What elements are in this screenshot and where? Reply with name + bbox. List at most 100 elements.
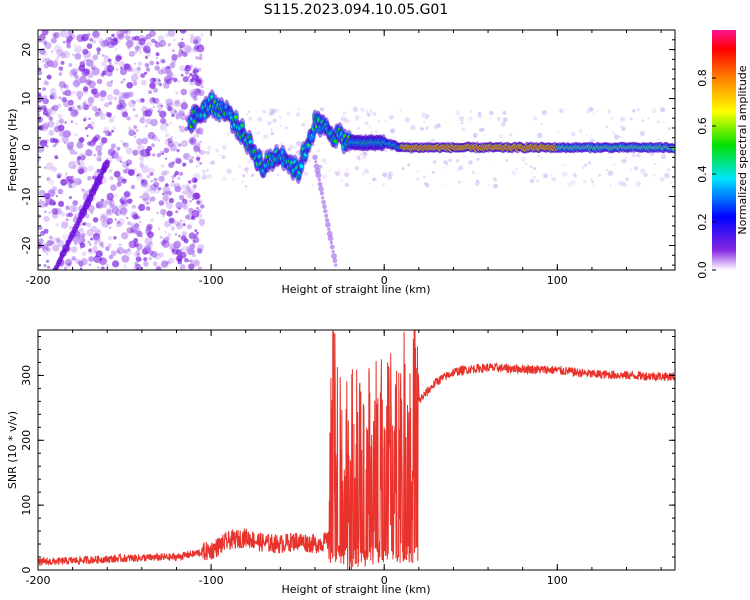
spectrogram-point (105, 208, 114, 216)
spectrogram-point (196, 160, 200, 163)
spectrogram-point (119, 211, 122, 215)
spectrogram-point (158, 79, 161, 82)
spectrogram-point (334, 170, 337, 173)
spectrogram-point (87, 175, 92, 181)
spectrogram-point (187, 203, 190, 206)
spectrogram-trace (187, 89, 675, 184)
spectrogram-point (206, 173, 212, 179)
spectrogram-point (593, 112, 596, 115)
spectrogram-point (193, 45, 200, 51)
spectrogram-point (133, 214, 138, 219)
spectrogram-point (88, 263, 92, 267)
spectrogram-point (109, 203, 114, 208)
spectrogram-point (372, 177, 377, 182)
spectrogram-point (390, 128, 395, 134)
spectrogram-point (120, 160, 123, 163)
spectrogram-point (186, 213, 194, 221)
spectrogram-point (133, 81, 138, 86)
spectrogram-point (74, 241, 78, 245)
spectrogram-point (170, 182, 176, 188)
spectrogram-point (152, 153, 156, 157)
spectrogram-point (87, 96, 95, 104)
spectrogram-point (43, 95, 48, 100)
spectrogram-point (64, 89, 72, 97)
spectrogram-point (155, 52, 160, 57)
spectrogram-point (181, 140, 188, 147)
spectrogram-point (147, 167, 155, 175)
spectrogram-point (65, 205, 69, 209)
spectrogram-point (179, 264, 186, 270)
spectrogram-point (377, 119, 381, 123)
spectrogram-point (590, 178, 593, 181)
spectrogram-point (271, 108, 276, 114)
spectrogram-point (136, 263, 140, 267)
spectrogram-point (587, 106, 593, 112)
spectrogram-point (160, 164, 165, 168)
spectrogram-point (108, 254, 114, 260)
spectrogram-point (168, 217, 175, 224)
spectrogram-point (116, 213, 119, 216)
spectrogram-point (140, 179, 149, 188)
spectrogram-point (114, 208, 122, 217)
spectrogram-point (120, 199, 129, 208)
spectrogram-point (193, 88, 202, 96)
spectrogram-point (369, 183, 371, 185)
spectrogram-point (111, 126, 117, 132)
spectrogram-point (244, 185, 248, 188)
spectrogram-point (148, 256, 153, 261)
spectrogram-point (64, 121, 67, 124)
spectrogram-point (121, 232, 129, 240)
figure-title: S115.2023.094.10.05.G01 (264, 2, 449, 18)
spectrogram-point (186, 184, 190, 188)
spectrogram-point (191, 209, 200, 218)
spectrogram-point (158, 175, 165, 182)
spectrogram-point (268, 111, 273, 117)
spectrogram-point (605, 125, 609, 129)
spectrogram-point (502, 117, 508, 123)
spectrogram-point (167, 190, 173, 196)
spectrogram-point (192, 253, 196, 258)
spectrogram-point (168, 257, 175, 264)
spectrogram-point (98, 108, 101, 111)
spectrogram-point (55, 195, 59, 198)
spectrogram-point (187, 259, 190, 262)
colorbar-tick-label: 0.4 (696, 165, 709, 183)
spectrogram-point (169, 62, 176, 69)
spectrogram-point (144, 237, 153, 246)
spectrogram-point (86, 43, 93, 49)
spectrogram-point (74, 177, 82, 186)
spectrogram-point (276, 173, 280, 177)
spectrogram-point (659, 176, 665, 182)
spectrogram-point (551, 177, 557, 182)
spectrogram-point (150, 218, 154, 223)
spectrogram-point (123, 63, 130, 70)
spectrogram-point (211, 143, 214, 145)
spectrogram-point (651, 108, 657, 114)
spectrogram-point (362, 151, 368, 157)
spectrogram-point (176, 148, 180, 153)
spectrogram-point (175, 91, 179, 95)
spectrogram-point (300, 116, 302, 118)
spectrogram-point (101, 266, 105, 270)
spectrogram-point (461, 127, 466, 132)
spectrogram-point (62, 233, 69, 240)
spectrogram-point (458, 181, 461, 184)
spectrogram-point (463, 155, 466, 158)
spectrogram-point (66, 180, 71, 185)
spectrogram-point (247, 160, 251, 164)
spectrogram-point (161, 59, 166, 64)
x-tick-label: 100 (547, 574, 568, 587)
spectrogram-point (163, 71, 166, 74)
spectrogram-point (76, 90, 84, 98)
spectrogram-point (80, 232, 86, 238)
spectrogram-point (141, 115, 145, 119)
spectrogram-point (120, 68, 127, 76)
spectrogram-point (362, 155, 366, 160)
spectrogram-point (50, 37, 57, 44)
spectrogram-point (112, 37, 118, 43)
spectrogram-point (93, 235, 101, 243)
spectrogram-point (106, 68, 109, 71)
spectrogram-point (118, 96, 123, 101)
spectrogram-point (115, 48, 118, 51)
spectrogram-point (154, 65, 160, 71)
